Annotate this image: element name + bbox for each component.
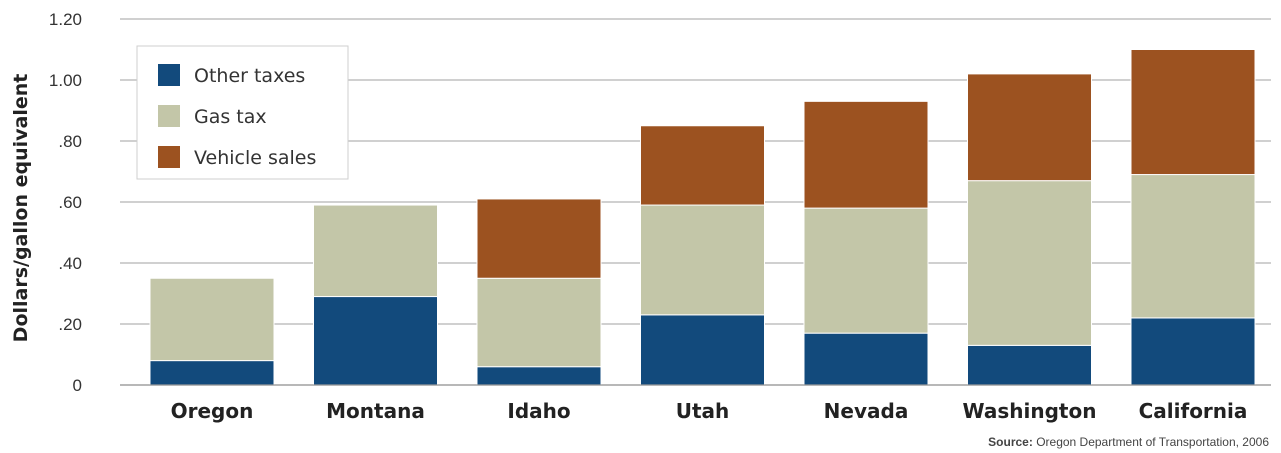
bar-segment [1130,49,1256,176]
legend-label: Other taxes [194,65,305,87]
legend-swatch [158,146,180,168]
bar-segment [803,332,929,386]
y-tick-label: .60 [58,193,82,212]
y-axis-title: Dollars/gallon equivalent [10,74,32,343]
y-tick-label: 0 [73,376,82,395]
bar-segment [967,73,1092,182]
bar-segment [149,360,275,386]
bar-segment [967,180,1092,346]
x-tick-label: Montana [326,399,425,423]
y-tick-label: .20 [58,315,82,334]
x-tick-label: Idaho [507,399,570,423]
bar-segment [313,296,438,386]
y-tick-label: 1.20 [49,10,82,29]
bars [120,49,1271,386]
legend-swatch [158,64,180,86]
y-axis-ticks: 0 .20 .40 .60 .80 1.00 1.20 [49,10,82,395]
bar-segment [149,277,275,362]
bar-segment [313,204,438,298]
x-tick-label: Oregon [171,399,254,423]
x-tick-label: Nevada [824,399,909,423]
x-tick-label: California [1139,399,1248,423]
bar-segment [640,204,765,316]
source-text: Oregon Department of Transportation, 200… [1036,435,1269,449]
source-note: Source: Oregon Department of Transportat… [988,435,1269,449]
bar-segment [640,314,765,386]
bar-segment [1130,174,1256,319]
x-axis-ticks: Oregon Montana Idaho Utah Nevada Washington Ca… [171,399,1248,423]
legend: Other taxes Gas tax Vehicle sales [136,45,349,180]
bar-segment [803,207,929,334]
bar-segment [640,125,765,206]
bar-segment [476,277,602,368]
source-label: Source: [988,435,1033,449]
legend-label: Vehicle sales [194,147,316,169]
y-tick-label: 1.00 [49,71,82,90]
y-tick-label: .40 [58,254,82,273]
legend-swatch [158,105,180,127]
x-tick-label: Utah [676,399,730,423]
bar-segment [1130,317,1256,386]
x-tick-label: Washington [963,399,1097,423]
y-tick-label: .80 [58,132,82,151]
bar-segment [967,344,1092,386]
bar-segment [476,198,602,279]
bar-segment [803,100,929,209]
bar-segment [476,366,602,386]
legend-label: Gas tax [194,106,267,128]
